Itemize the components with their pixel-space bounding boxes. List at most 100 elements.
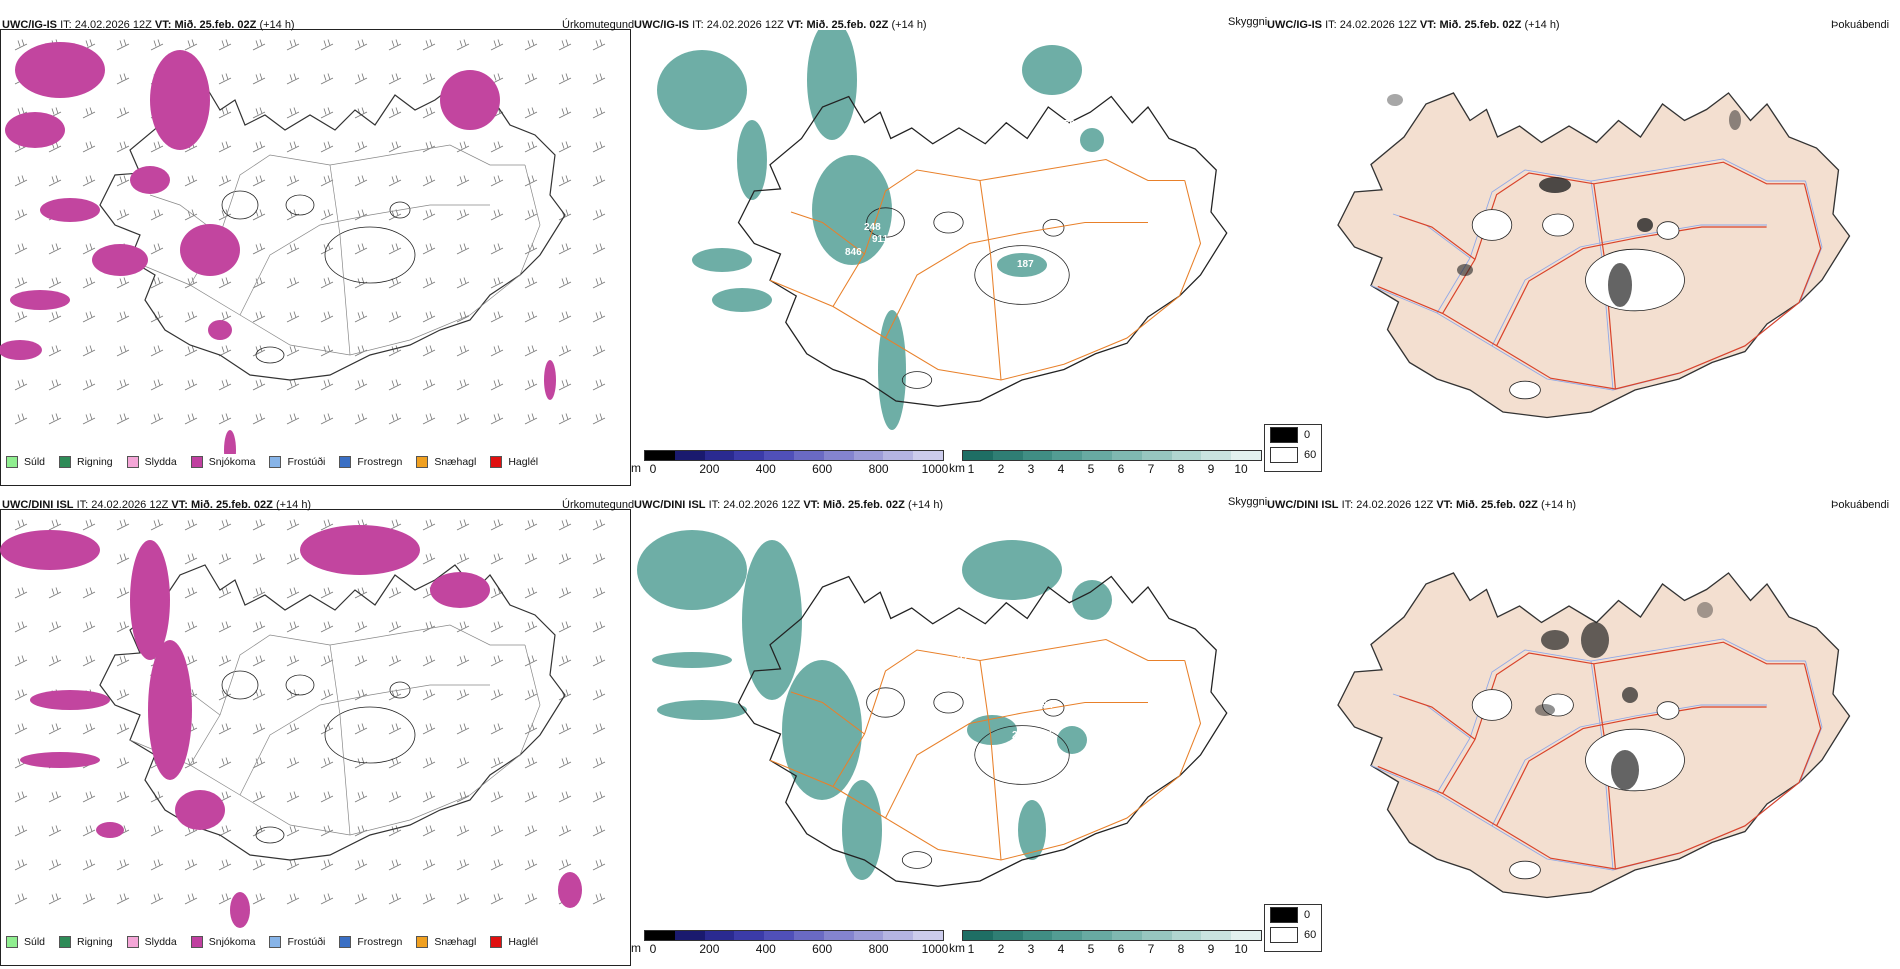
wind-barb [558, 621, 572, 633]
fog-panel-header: UWC/IG-IS IT: 24.02.2026 12Z VT: Mið. 25… [1267, 19, 1560, 31]
colorbar-segment [1231, 451, 1261, 460]
wind-barb [14, 723, 28, 735]
legend-swatch [490, 936, 503, 948]
wind-barb [82, 141, 96, 153]
wind-barb [592, 73, 606, 85]
fog-legend-box: 0 60 [1264, 904, 1322, 952]
legend-item: Haglél [490, 936, 538, 948]
snowfall-area [0, 340, 42, 360]
legend-label: Frostregn [357, 456, 403, 468]
wind-barb [252, 723, 266, 735]
legend-label: Frostúði [287, 456, 326, 468]
legend-label: Snæhagl [434, 456, 477, 468]
colorbar-tick-label: 600 [812, 942, 833, 956]
fog-indicator-area [1611, 750, 1639, 790]
snowfall-area [440, 70, 500, 130]
wind-barb [82, 893, 96, 905]
wind-barb [286, 73, 300, 85]
wind-barb [524, 345, 538, 357]
wind-barb [14, 175, 28, 187]
colorbar-tick-label: 6 [1117, 942, 1125, 956]
wind-barb [184, 587, 198, 599]
wind-barb [524, 723, 538, 735]
wind-barb [82, 825, 96, 837]
wind-barb [456, 175, 470, 187]
wind-barb [592, 893, 606, 905]
low-visibility-area [1072, 580, 1112, 620]
colorbar-segment [1052, 931, 1083, 940]
iceland-coastline [1337, 572, 1851, 899]
low-visibility-area [1018, 800, 1046, 860]
colorbar-tick-label: 400 [755, 462, 776, 476]
colorbar-segment [1052, 451, 1083, 460]
road-line [239, 684, 490, 796]
colorbar-segment [823, 451, 854, 460]
colorbar-tick-label: 7 [1147, 462, 1155, 476]
cloud-base-label: 05 [1028, 712, 1040, 723]
colorbar-tick-label: 600 [812, 462, 833, 476]
colorbar-segment [963, 931, 993, 940]
wind-barb [524, 825, 538, 837]
wind-barb [422, 553, 436, 565]
wind-barb [422, 413, 436, 425]
wind-barb [252, 311, 266, 323]
fog-legend-swatch [1270, 427, 1298, 443]
glacier-outline [933, 691, 964, 714]
fog-legend-label: 0 [1304, 429, 1311, 441]
wind-barb [286, 175, 300, 187]
wind-barb [320, 243, 334, 255]
fog-legend-label: 60 [1304, 449, 1317, 461]
wind-barb [558, 519, 572, 531]
wind-barb [82, 379, 96, 391]
fog-indicator-map [1337, 92, 1851, 419]
legend-item: Haglél [490, 456, 538, 468]
fog-panel-title: Þokuábendi [1831, 19, 1890, 31]
fog-indicator-area [1457, 264, 1473, 276]
wind-barb [48, 413, 62, 425]
wind-barb [558, 311, 572, 323]
wind-barb [456, 39, 470, 51]
colorbar-tick-label: 2 [997, 942, 1005, 956]
colorbar-tick-label: 7 [1147, 942, 1155, 956]
legend-label: Rigning [77, 456, 113, 468]
iceland-coastline [99, 564, 566, 861]
wind-barb [252, 379, 266, 391]
colorbar-tick-label: 0 [649, 462, 657, 476]
wind-barb [252, 519, 266, 531]
snowfall-area [40, 198, 100, 222]
wind-barb [184, 379, 198, 391]
colorbar-segment [1082, 931, 1112, 940]
cloud-base-label: 13 [1127, 140, 1139, 151]
colorbar-tick-label: 10 [1234, 462, 1248, 476]
wind-barb [388, 825, 402, 837]
wind-barb [422, 825, 436, 837]
wind-barb [422, 73, 436, 85]
legend-label: Snjókoma [208, 456, 256, 468]
wind-barb [456, 345, 470, 357]
wind-barb [218, 345, 232, 357]
wind-barb [558, 553, 572, 565]
wind-barb [116, 791, 130, 803]
glacier-outline [901, 851, 933, 869]
wind-barb [490, 141, 504, 153]
wind-barb [116, 859, 130, 871]
wind-barb [320, 519, 334, 531]
wind-barb [218, 209, 232, 221]
wind-barb [422, 791, 436, 803]
colorbar-tick-label: 800 [868, 942, 889, 956]
wind-barb [184, 209, 198, 221]
wind-barb [456, 893, 470, 905]
wind-barb [490, 893, 504, 905]
colorbar-segment [913, 451, 943, 460]
wind-barb [218, 587, 232, 599]
colorbar-segment [1082, 451, 1112, 460]
wind-barb [558, 277, 572, 289]
wind-barb [320, 757, 334, 769]
colorbar-tick-label: 200 [699, 462, 720, 476]
wind-barb [82, 519, 96, 531]
wind-barb [14, 519, 28, 531]
wind-barb [558, 379, 572, 391]
cloud-base-label: 31 [1054, 205, 1066, 216]
colorbar-segment [1141, 451, 1172, 460]
wind-barb [388, 277, 402, 289]
